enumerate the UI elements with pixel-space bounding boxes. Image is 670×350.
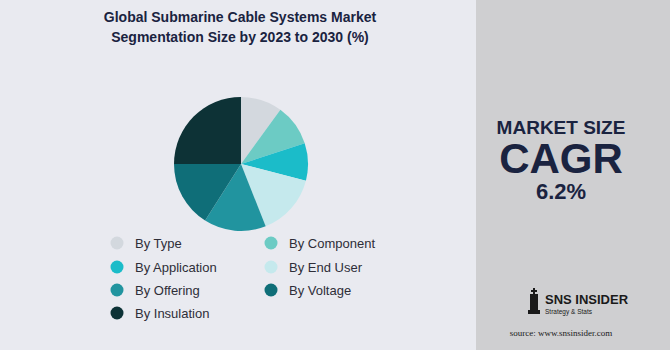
legend-label: By Type [135,236,182,251]
legend-label: By Application [135,260,217,275]
legend-swatch [111,237,124,250]
source: source: www.snsinsider.com [510,328,613,338]
legend: By Type By Component By Application By End … [111,236,376,321]
chart: Global Submarine Cable Systems MarketSeg… [0,0,670,350]
legend-swatch [111,261,124,274]
left-panel [0,0,476,350]
legend-label: By End User [289,260,363,275]
legend-swatch [265,261,278,274]
legend-label: By Component [289,236,375,251]
legend-label: By Voltage [289,283,351,298]
annotation: CAGR [499,135,623,182]
slice [174,164,241,221]
brand: SNS INSIDER [545,292,629,307]
legend-swatch [111,284,124,297]
brand-tagline: Strategy & Stats [545,308,593,316]
right-panel [476,0,670,350]
legend-label: By Insulation [135,306,209,321]
logo-icon [528,288,540,314]
annotation: 6.2% [536,179,586,204]
legend-swatch [265,237,278,250]
legend-swatch [111,307,124,320]
title: Global Submarine Cable Systems MarketSeg… [104,9,377,45]
slice [174,97,241,164]
legend-label: By Offering [135,283,200,298]
legend-swatch [265,284,278,297]
pie [174,97,308,231]
